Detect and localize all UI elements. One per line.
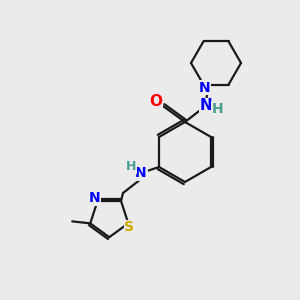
Text: N: N <box>89 191 100 205</box>
Text: S: S <box>124 220 134 234</box>
Text: H: H <box>126 160 136 173</box>
Text: O: O <box>149 94 163 110</box>
Text: N: N <box>135 166 147 180</box>
Text: N: N <box>199 81 210 95</box>
Text: N: N <box>200 98 212 113</box>
Text: H: H <box>212 102 224 116</box>
